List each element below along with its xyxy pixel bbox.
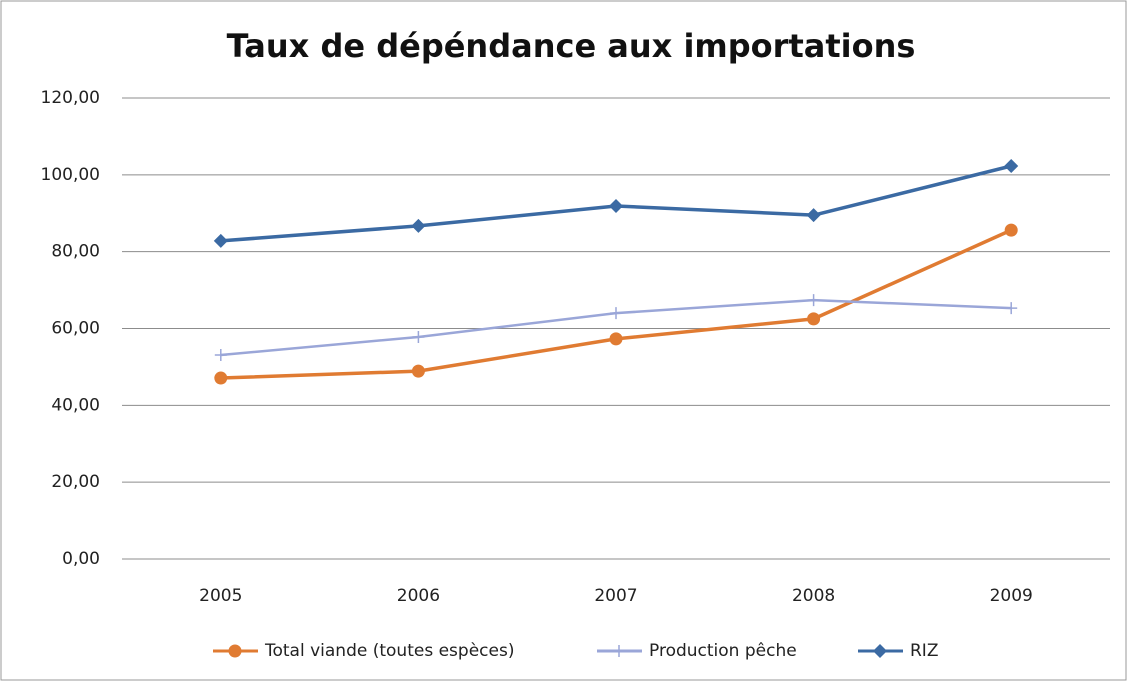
point bbox=[1004, 158, 1019, 173]
point bbox=[411, 218, 426, 233]
x-tick-label: 2008 bbox=[792, 586, 835, 606]
point bbox=[214, 349, 227, 362]
point bbox=[609, 198, 623, 213]
legend-label: RIZ bbox=[910, 641, 938, 661]
point bbox=[806, 208, 821, 223]
point bbox=[610, 307, 622, 320]
legend-label: Total viande (toutes espèces) bbox=[264, 641, 514, 661]
x-tick-label: 2005 bbox=[199, 586, 242, 606]
y-tick-label: 100,00 bbox=[41, 165, 100, 185]
point bbox=[609, 332, 623, 346]
point bbox=[412, 330, 425, 343]
legend-marker bbox=[613, 645, 625, 657]
y-tick-label: 80,00 bbox=[51, 242, 100, 262]
x-tick-label: 2006 bbox=[397, 586, 440, 606]
point bbox=[214, 371, 228, 385]
y-tick-label: 0,00 bbox=[62, 549, 100, 569]
point bbox=[1004, 223, 1018, 237]
y-tick-label: 60,00 bbox=[51, 319, 100, 339]
legend-label: Production pêche bbox=[649, 641, 797, 661]
x-tick-label: 2007 bbox=[594, 586, 637, 606]
point bbox=[1005, 302, 1018, 315]
y-tick-label: 20,00 bbox=[51, 472, 100, 492]
y-tick-label: 40,00 bbox=[51, 395, 100, 415]
point bbox=[411, 364, 425, 378]
y-tick-label: 120,00 bbox=[41, 88, 100, 108]
point bbox=[807, 312, 821, 326]
x-tick-label: 2009 bbox=[990, 586, 1033, 606]
legend-marker bbox=[228, 644, 242, 658]
point bbox=[807, 294, 820, 307]
chart-title: Taux de dépéndance aux importations bbox=[227, 27, 916, 65]
point bbox=[213, 233, 228, 248]
legend-marker bbox=[873, 644, 887, 658]
